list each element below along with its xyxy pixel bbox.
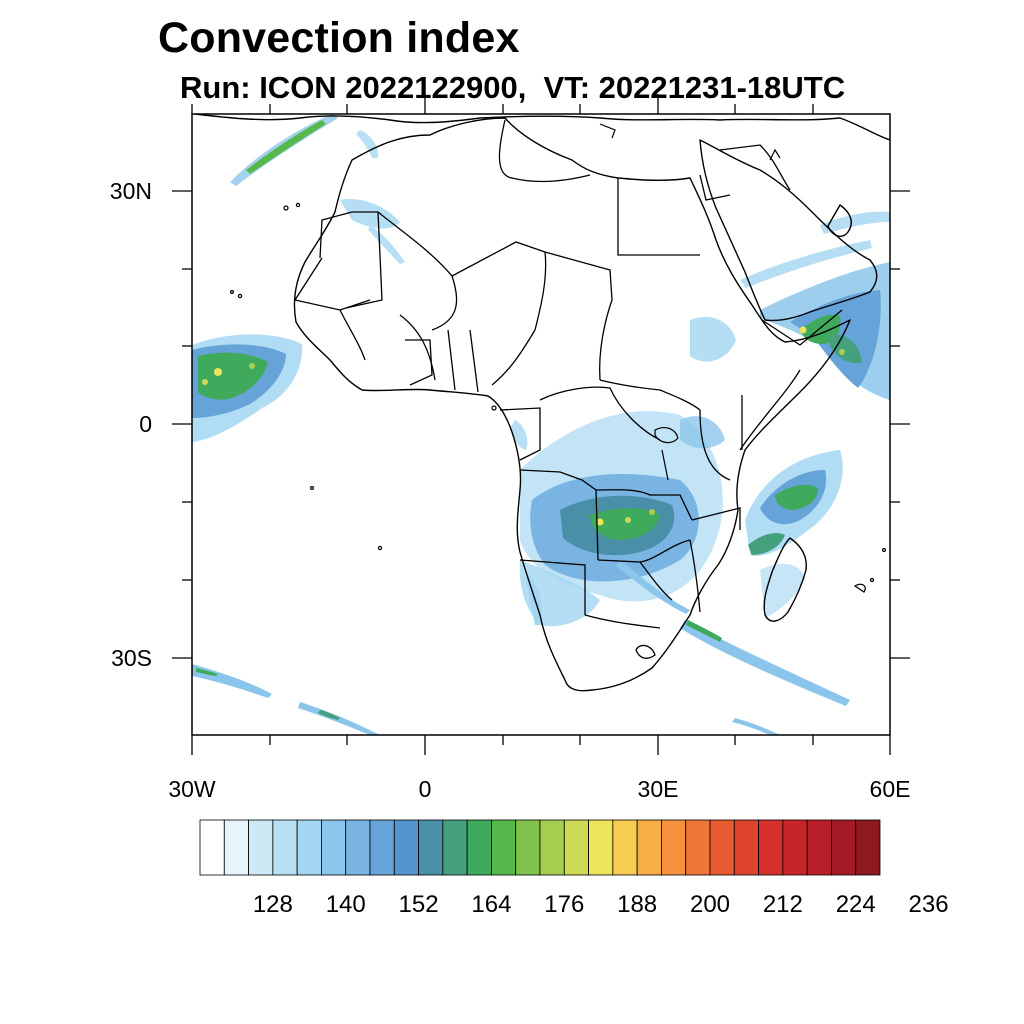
lon-tick-30w: 30W: [168, 776, 216, 802]
colorbar-box: [296, 819, 322, 876]
colorbar-box: [612, 819, 638, 876]
colorbar-box: [199, 819, 225, 876]
colorbar-box: [709, 819, 735, 876]
islands-lakes: [230, 123, 887, 593]
convection-area-southwest-indian: [680, 620, 850, 735]
convection-area-west-africa: [192, 334, 303, 442]
colorbar-box: [393, 819, 419, 876]
convection-area-horn-of-africa: [740, 211, 890, 400]
colorbar-box: [223, 819, 249, 876]
lon-tick-60e: 60E: [870, 776, 911, 802]
colorbar-label: 176: [544, 891, 584, 918]
colorbar-box: [636, 819, 662, 876]
map-frame: [191, 113, 891, 736]
africa-coastline: [293, 117, 851, 692]
convection-area-madagascar: [745, 450, 843, 618]
madagascar-coastline: [763, 537, 807, 622]
colorbar-box: [466, 819, 492, 876]
axis-ticks: [172, 94, 910, 755]
colorbar-box: [563, 819, 589, 876]
colorbar-box: [272, 819, 298, 876]
colorbar-label: 128: [253, 891, 293, 918]
colorbar-box: [442, 819, 468, 876]
lat-tick-30s: 30S: [111, 645, 152, 671]
colorbar-box: [515, 819, 541, 876]
country-borders: [293, 119, 843, 659]
colorbar-label: 188: [617, 891, 657, 918]
colorbar-box: [491, 819, 517, 876]
colorbar-box: [369, 819, 395, 876]
colorbar-box: [248, 819, 274, 876]
convection-area-north-atlantic: [230, 114, 338, 186]
colorbar-box: [806, 819, 832, 876]
map-panel: [192, 114, 890, 735]
coastlines: [194, 114, 890, 692]
colorbar-label: 164: [471, 891, 511, 918]
colorbar-box: [782, 819, 808, 876]
colorbar-label: 212: [763, 891, 803, 918]
colorbar-box: [321, 819, 347, 876]
colorbar-label: 200: [690, 891, 730, 918]
colorbar-box: [685, 819, 711, 876]
lat-tick-0: 0: [139, 411, 152, 437]
convection-area-south-atlantic: [192, 664, 380, 735]
convection-area-sahara-scattered: [340, 130, 690, 625]
europe-coastline: [194, 114, 890, 141]
lon-tick-30e: 30E: [638, 776, 679, 802]
colorbar-box: [418, 819, 444, 876]
colorbar-box: [661, 819, 687, 876]
colorbar-box: [733, 819, 759, 876]
colorbar-label: 152: [399, 891, 439, 918]
plot-title: Convection index: [158, 14, 520, 62]
colorbar-box: [539, 819, 565, 876]
lat-tick-30n: 30N: [110, 178, 152, 204]
lon-tick-0: 0: [419, 776, 432, 802]
colorbar-box: [855, 819, 881, 876]
colorbar-label: 236: [909, 891, 949, 918]
colorbar-box: [758, 819, 784, 876]
convection-field: [192, 114, 890, 735]
colorbar: 128 140 152 164 176 188 200 212 224 236: [199, 819, 949, 918]
colorbar-label: 224: [836, 891, 876, 918]
colorbar-box: [831, 819, 857, 876]
plot-subtitle: Run: ICON 2022122900, VT: 20221231-18UTC: [180, 70, 846, 105]
colorbar-box: [345, 819, 371, 876]
persian-gulf: [827, 204, 852, 237]
colorbar-box: [588, 819, 614, 876]
colorbar-label: 140: [326, 891, 366, 918]
arabia-coastline: [699, 139, 878, 322]
